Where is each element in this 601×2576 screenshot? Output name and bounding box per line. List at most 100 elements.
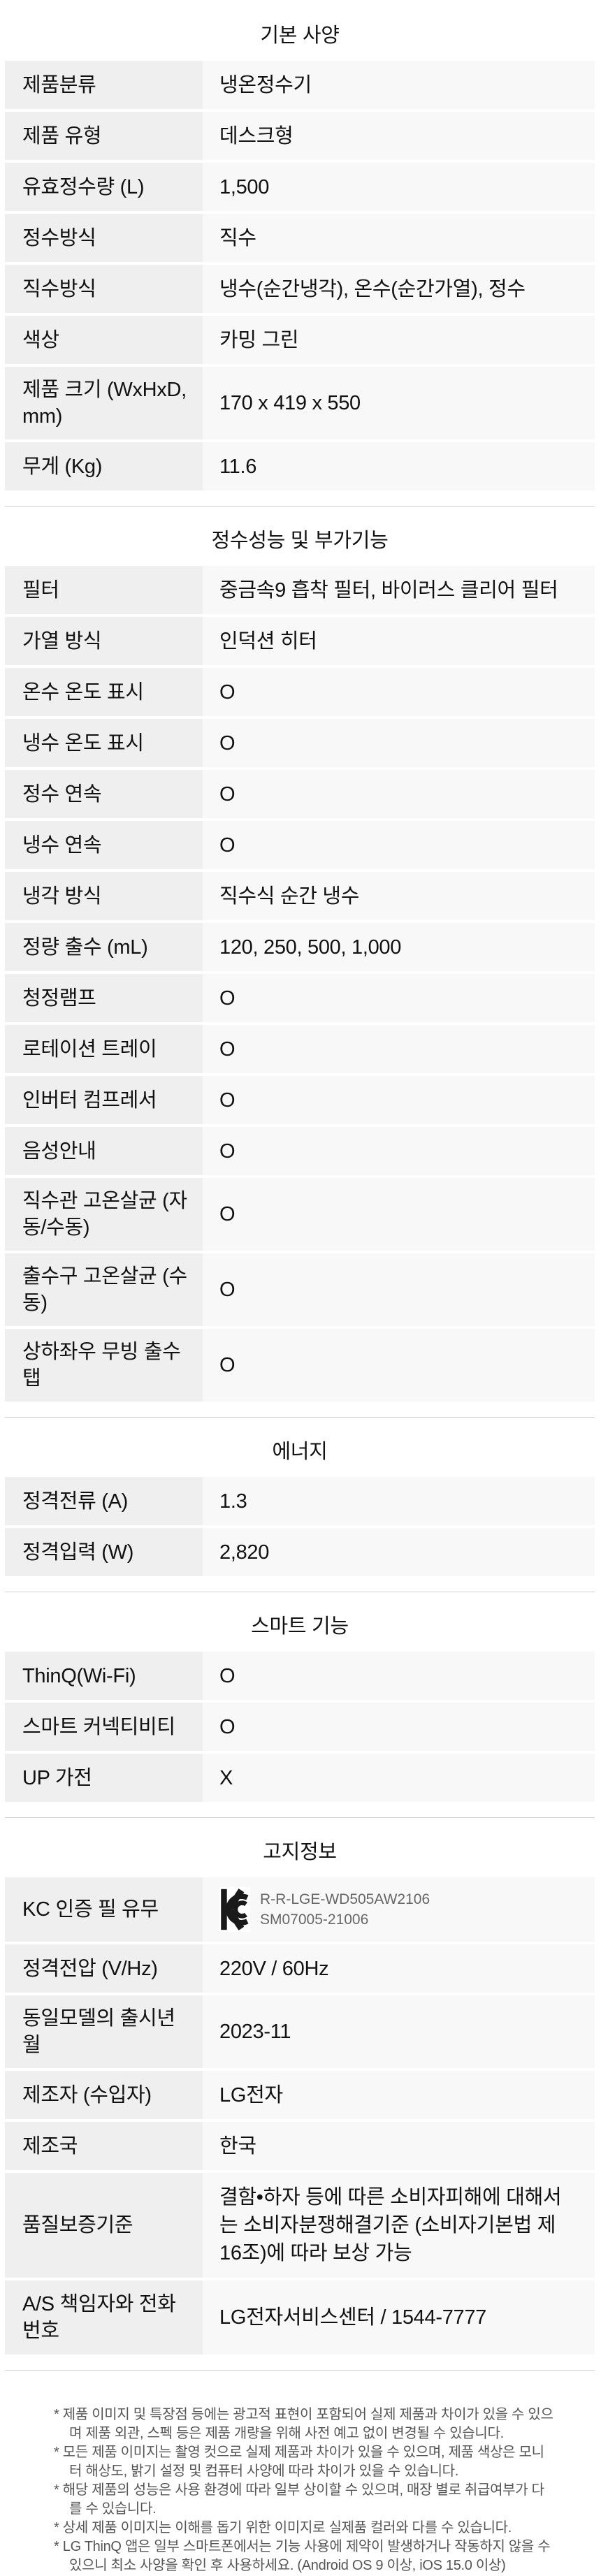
spec-row: 정격입력 (W) 2,820 — [5, 1528, 595, 1576]
spec-row: 필터 중금속9 흡착 필터, 바이러스 클리어 필터 — [5, 566, 595, 614]
footnotes: * 제품 이미지 및 특장점 등에는 광고적 표현이 포함되어 실제 제품과 차… — [5, 2371, 595, 2575]
section-basic-spec: 기본 사양 제품분류 냉온정수기 제품 유형 데스크형 유효정수량 (L) 1,500 정수… — [5, 0, 595, 490]
spec-value: O — [203, 668, 595, 716]
section-title: 기본 사양 — [260, 24, 340, 47]
spec-row: 스마트 커넥티비티 O — [5, 1703, 595, 1751]
footnote-text: 모든 제품 이미지는 촬영 컷으로 실제 제품과 차이가 있을 수 있으며, 제… — [62, 2445, 544, 2479]
section-divider — [5, 1817, 595, 1818]
spec-row: 동일모델의 출시년월 2023-11 — [5, 1995, 595, 2068]
spec-value: O — [203, 1329, 595, 1402]
footnote: * 해당 제품의 성능은 사용 환경에 따라 일부 상이할 수 있으며, 매장 … — [54, 2481, 556, 2519]
spec-value: 한국 — [203, 2122, 595, 2170]
spec-row: 정수 연속 O — [5, 770, 595, 818]
section-title: 에너지 — [272, 1441, 328, 1463]
spec-value: O — [203, 1253, 595, 1326]
spec-row: 냉수 연속 O — [5, 821, 595, 869]
spec-value: 120, 250, 500, 1,000 — [203, 923, 595, 971]
spec-label: ThinQ(Wi-Fi) — [5, 1652, 203, 1700]
spec-label: 정격전압 (V/Hz) — [5, 1944, 203, 1993]
spec-value: O — [203, 974, 595, 1022]
footnote: * LG ThinQ 앱은 일부 스마트폰에서는 기능 사용에 제약이 발생하거… — [54, 2538, 556, 2575]
spec-label: 스마트 커넥티비티 — [5, 1703, 203, 1751]
spec-label: 음성안내 — [5, 1127, 203, 1175]
spec-label: 정수방식 — [5, 214, 203, 262]
spec-label: 제품 크기 (WxHxD, mm) — [5, 367, 203, 439]
spec-row: 색상 카밍 그린 — [5, 316, 595, 364]
footnote: * 모든 제품 이미지는 촬영 컷으로 실제 제품과 차이가 있을 수 있으며,… — [54, 2443, 556, 2481]
spec-label: 출수구 고온살균 (수동) — [5, 1253, 203, 1326]
spec-value: 결함•하자 등에 따른 소비자피해에 대해서는 소비자분쟁해결기준 (소비자기본… — [203, 2173, 595, 2278]
spec-value: 냉온정수기 — [203, 61, 595, 109]
spec-row: 제품 유형 데스크형 — [5, 112, 595, 160]
spec-row: ThinQ(Wi-Fi) O — [5, 1652, 595, 1700]
footnote-bullet: * — [54, 2445, 59, 2460]
section-divider — [5, 506, 595, 507]
section-energy: 에너지 정격전류 (A) 1.3 정격입력 (W) 2,820 — [5, 1418, 595, 1576]
section-title: 정수성능 및 부가기능 — [211, 530, 389, 552]
spec-value: X — [203, 1754, 595, 1802]
spec-value: 1.3 — [203, 1477, 595, 1525]
spec-value: O — [203, 719, 595, 767]
spec-row: 음성안내 O — [5, 1127, 595, 1175]
spec-label: 직수방식 — [5, 265, 203, 313]
spec-row: 직수방식 냉수(순간냉각), 온수(순간가열), 정수 — [5, 265, 595, 313]
kc-cert-numbers: R-R-LGE-WD505AW2106 SM07005-21006 — [260, 1889, 430, 1930]
spec-value: 냉수(순간냉각), 온수(순간가열), 정수 — [203, 265, 595, 313]
spec-row: 청정램프 O — [5, 974, 595, 1022]
footnote-bullet: * — [54, 2482, 59, 2498]
spec-value: 중금속9 흡착 필터, 바이러스 클리어 필터 — [203, 566, 595, 614]
spec-row: 정격전류 (A) 1.3 — [5, 1477, 595, 1525]
spec-value: 220V / 60Hz — [203, 1944, 595, 1993]
spec-label: 제품분류 — [5, 61, 203, 109]
spec-row: 품질보증기준 결함•하자 등에 따른 소비자피해에 대해서는 소비자분쟁해결기준 … — [5, 2173, 595, 2278]
section-divider — [5, 1417, 595, 1418]
spec-value: 인덕션 히터 — [203, 617, 595, 665]
spec-label: 직수관 고온살균 (자동/수동) — [5, 1178, 203, 1251]
spec-label: UP 가전 — [5, 1754, 203, 1802]
footnote: * 제품 이미지 및 특장점 등에는 광고적 표현이 포함되어 실제 제품과 차… — [54, 2406, 556, 2443]
section-smart-features: 스마트 기능 ThinQ(Wi-Fi) O 스마트 커넥티비티 O UP 가전 X — [5, 1592, 595, 1802]
spec-row: 제품분류 냉온정수기 — [5, 61, 595, 109]
spec-table: KC 인증 필 유무 R-R-LGE-WD505AW2106 SM07005-21… — [5, 1877, 595, 2355]
spec-row: 냉수 온도 표시 O — [5, 719, 595, 767]
spec-label: 정량 출수 (mL) — [5, 923, 203, 971]
spec-label: 정격전류 (A) — [5, 1477, 203, 1525]
footnote-text: LG ThinQ 앱은 일부 스마트폰에서는 기능 사용에 제약이 발생하거나 … — [62, 2539, 551, 2573]
kc-cert-number-2: SM07005-21006 — [260, 1912, 369, 1928]
footnote: * 상세 제품 이미지는 이해를 돕기 위한 이미지로 실제품 컬러와 다를 수… — [54, 2519, 556, 2538]
footnote-bullet: * — [54, 2520, 59, 2535]
spec-value: O — [203, 1178, 595, 1251]
spec-row: 제조자 (수입자) LG전자 — [5, 2071, 595, 2119]
spec-row: 무게 (Kg) 11.6 — [5, 442, 595, 490]
spec-value: 2,820 — [203, 1528, 595, 1576]
footnote-bullet: * — [54, 2539, 59, 2554]
spec-row: 제조국 한국 — [5, 2122, 595, 2170]
section-performance-features: 정수성능 및 부가기능 필터 중금속9 흡착 필터, 바이러스 클리어 필터 가열 … — [5, 507, 595, 1402]
spec-label: 온수 온도 표시 — [5, 668, 203, 716]
spec-value: O — [203, 1076, 595, 1124]
spec-label: 제조자 (수입자) — [5, 2071, 203, 2119]
footnote-text: 해당 제품의 성능은 사용 환경에 따라 일부 상이할 수 있으며, 매장 별로… — [62, 2482, 544, 2517]
spec-value: O — [203, 1025, 595, 1073]
spec-value: 직수식 순간 냉수 — [203, 872, 595, 920]
spec-value: 170 x 419 x 550 — [203, 367, 595, 439]
spec-label: 동일모델의 출시년월 — [5, 1995, 203, 2068]
section-title: 스마트 기능 — [251, 1615, 349, 1638]
kc-cert-number-1: R-R-LGE-WD505AW2106 — [260, 1891, 430, 1907]
footnote-text: 상세 제품 이미지는 이해를 돕기 위한 이미지로 실제품 컬러와 다를 수 있… — [62, 2520, 512, 2535]
spec-row: 로테이션 트레이 O — [5, 1025, 595, 1073]
spec-value: 1,500 — [203, 163, 595, 211]
spec-row: 정량 출수 (mL) 120, 250, 500, 1,000 — [5, 923, 595, 971]
spec-label: 가열 방식 — [5, 617, 203, 665]
spec-row: 온수 온도 표시 O — [5, 668, 595, 716]
kc-certification: R-R-LGE-WD505AW2106 SM07005-21006 — [219, 1887, 430, 1932]
spec-table: 필터 중금속9 흡착 필터, 바이러스 클리어 필터 가열 방식 인덕션 히터 온수 온… — [5, 566, 595, 1402]
spec-row: A/S 책임자와 전화번호 LG전자서비스센터 / 1544-7777 — [5, 2280, 595, 2355]
spec-label: 냉각 방식 — [5, 872, 203, 920]
spec-row: UP 가전 X — [5, 1754, 595, 1802]
spec-table: 제품분류 냉온정수기 제품 유형 데스크형 유효정수량 (L) 1,500 정수방식 직수 직수… — [5, 61, 595, 490]
spec-value: O — [203, 821, 595, 869]
footnote-bullet: * — [54, 2407, 59, 2422]
spec-label: 정수 연속 — [5, 770, 203, 818]
spec-label: 청정램프 — [5, 974, 203, 1022]
